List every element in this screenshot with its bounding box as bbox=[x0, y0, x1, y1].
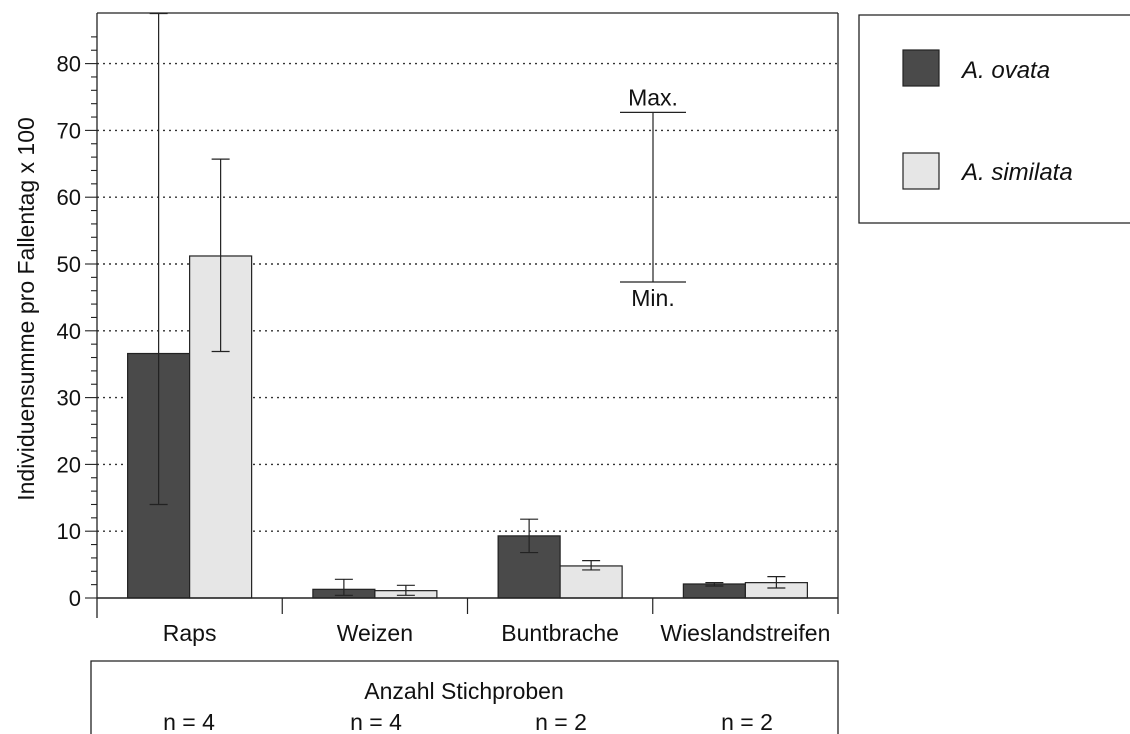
error-bar-a-similata-wieslandstreifen bbox=[767, 576, 786, 589]
sample-size-buntbrache: n = 2 bbox=[535, 709, 587, 734]
sample-size-title: Anzahl Stichproben bbox=[364, 678, 563, 704]
error-bar-a-ovata-buntbrache bbox=[520, 518, 539, 554]
x-category-label-raps: Raps bbox=[163, 620, 217, 646]
error-bar-a-similata-weizen bbox=[396, 584, 415, 596]
y-axis-label: Individuensumme pro Fallentag x 100 bbox=[13, 117, 39, 501]
x-category-label-wieslandstreifen: Wieslandstreifen bbox=[660, 620, 830, 646]
sample-size-raps: n = 4 bbox=[163, 709, 215, 734]
y-tick-label-80: 80 bbox=[57, 52, 81, 77]
y-tick-label-50: 50 bbox=[57, 252, 81, 277]
y-tick-label-30: 30 bbox=[57, 386, 81, 411]
x-category-label-buntbrache: Buntbrache bbox=[501, 620, 619, 646]
y-tick-label-70: 70 bbox=[57, 118, 81, 143]
error-bars bbox=[149, 12, 786, 596]
y-tick-label-60: 60 bbox=[57, 185, 81, 210]
legend-swatch-a-similata bbox=[902, 152, 940, 190]
x-category-label-weizen: Weizen bbox=[337, 620, 413, 646]
legend: A. ovata A. similata bbox=[858, 14, 1130, 224]
legend-swatch-a-ovata bbox=[902, 49, 940, 87]
legend-box bbox=[858, 14, 1130, 224]
error-bar-a-similata-buntbrache bbox=[582, 559, 601, 571]
bars bbox=[127, 255, 808, 599]
sample-box-frame bbox=[90, 660, 839, 734]
y-tick-label-20: 20 bbox=[57, 452, 81, 477]
sample-size-wieslandstreifen: n = 2 bbox=[721, 709, 773, 734]
error-bar-a-similata-raps bbox=[211, 158, 230, 353]
sample-size-weizen: n = 4 bbox=[350, 709, 402, 734]
y-tick-label-0: 0 bbox=[69, 586, 81, 611]
key-min-label: Min. bbox=[631, 285, 674, 311]
y-tick-label-10: 10 bbox=[57, 519, 81, 544]
y-tick-label-40: 40 bbox=[57, 319, 81, 344]
legend-label-a-ovata: A. ovata bbox=[960, 57, 1050, 84]
axes: 0 10 20 30 40 50 60 70 80 Raps Weizen Buntbrache Wie… bbox=[57, 12, 839, 646]
error-bar-a-ovata-weizen bbox=[334, 578, 353, 596]
sample-size-box: Anzahl Stichproben n = 4 n = 4 n = 2 n =… bbox=[90, 660, 839, 734]
key-max-label: Max. bbox=[628, 84, 678, 110]
error-bar-key: Max. Min. bbox=[620, 84, 686, 311]
error-bar-a-ovata-wieslandstreifen bbox=[705, 582, 724, 587]
bar-a-similata-buntbrache bbox=[559, 565, 623, 599]
legend-label-a-similata: A. similata bbox=[960, 159, 1073, 186]
